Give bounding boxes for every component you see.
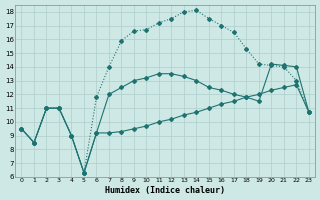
X-axis label: Humidex (Indice chaleur): Humidex (Indice chaleur) xyxy=(105,186,225,195)
